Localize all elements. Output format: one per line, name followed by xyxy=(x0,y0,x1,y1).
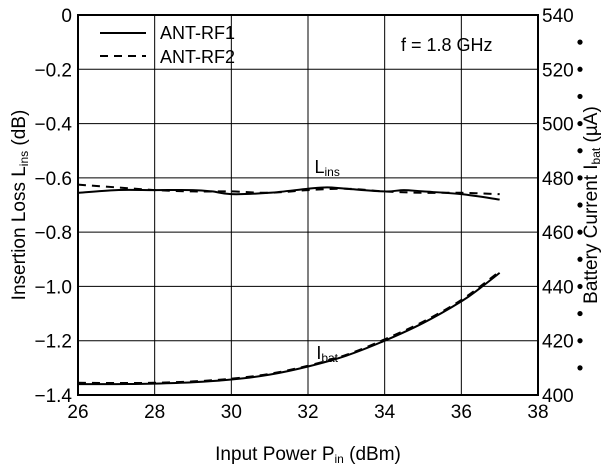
y-axis-right-title: Battery Current Ibat (µA) xyxy=(581,106,603,304)
y-left-tick-label: −1.0 xyxy=(34,277,72,298)
y-right-tick-label: 480 xyxy=(542,169,574,190)
y-right-major-tick-marker xyxy=(577,66,583,72)
y-left-tick-label: −0.8 xyxy=(34,223,72,244)
legend-label-ant-rf2: ANT-RF2 xyxy=(160,47,235,67)
y-right-tick-label: 540 xyxy=(542,6,574,27)
grid xyxy=(78,15,538,395)
y-right-major-tick-marker xyxy=(577,338,583,344)
legend-label-ant-rf1: ANT-RF1 xyxy=(160,23,235,43)
x-tick-label: 30 xyxy=(221,402,242,423)
y-right-major-tick-marker xyxy=(577,229,583,235)
curve-label-battery-current: Ibat xyxy=(316,343,338,365)
x-tick-label: 32 xyxy=(297,402,318,423)
y-right-minor-tick-marker xyxy=(577,39,583,45)
series-ant-rf2-insertion-loss xyxy=(77,183,500,196)
series-ant-rf2-battery-current xyxy=(77,270,501,385)
y-right-tick-label: 520 xyxy=(542,60,574,81)
y-right-tick-label: 420 xyxy=(542,332,574,353)
y-right-minor-tick-marker xyxy=(577,202,583,208)
y-right-tick-label: 400 xyxy=(542,386,574,407)
x-tick-label: 36 xyxy=(451,402,472,423)
y-right-minor-tick-marker xyxy=(577,93,583,100)
y-right-tick-label: 440 xyxy=(542,277,574,298)
series-layer xyxy=(77,183,501,386)
y-left-tick-label: −1.4 xyxy=(34,386,72,407)
x-tick-label: 26 xyxy=(67,402,88,423)
y-right-minor-tick-marker xyxy=(577,310,583,317)
x-tick-label: 28 xyxy=(144,402,165,423)
y-left-tick-label: −0.4 xyxy=(34,115,72,136)
y-right-major-tick-marker xyxy=(577,283,583,290)
y-right-major-tick-marker xyxy=(577,175,583,181)
y-axis-left-title: Insertion Loss Lins (dB) xyxy=(9,110,31,301)
y-right-tick-label: 500 xyxy=(542,115,574,136)
plot-frame xyxy=(77,14,539,396)
y-left-tick-label: 0 xyxy=(61,6,72,27)
y-right-major-tick-marker xyxy=(577,120,583,127)
x-axis-title: Input Power Pin (dBm) xyxy=(215,444,401,466)
frequency-annotation: f = 1.8 GHz xyxy=(401,35,493,55)
y-right-tick-label: 460 xyxy=(542,223,574,244)
x-tick-label: 38 xyxy=(527,402,548,423)
y-left-tick-label: −1.2 xyxy=(34,332,72,353)
x-tick-label: 34 xyxy=(374,402,396,423)
y-right-minor-tick-marker xyxy=(577,365,583,371)
curve-label-insertion-loss: Lins xyxy=(314,157,339,179)
y-right-minor-tick-marker xyxy=(577,256,583,262)
legend: ANT-RF1 ANT-RF2 xyxy=(100,23,235,67)
y-left-tick-label: −0.6 xyxy=(34,169,72,190)
y-left-tick-label: −0.2 xyxy=(34,60,72,81)
y-right-minor-tick-marker xyxy=(577,148,583,154)
ticks-layer: 26 28 30 32 34 36 38 0 −0.2 −0.4 −0.6 −0.8 −1.0 −1.2 −… xyxy=(34,6,583,423)
